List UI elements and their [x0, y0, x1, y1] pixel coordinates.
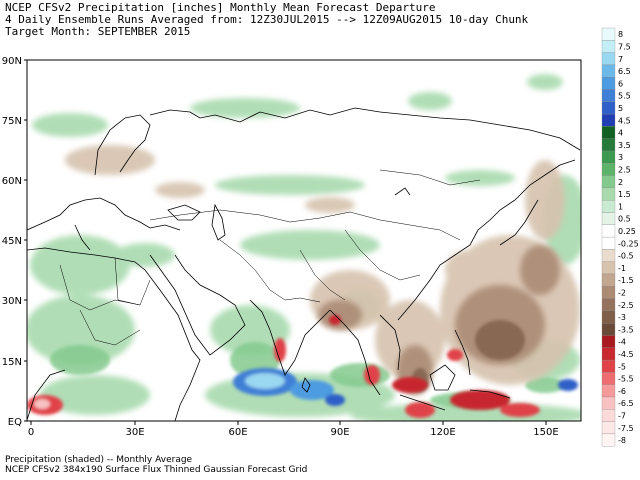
- colorbar-swatch: [601, 163, 616, 176]
- lat-label: 75N: [2, 116, 22, 127]
- colorbar-swatch: [601, 298, 616, 312]
- colorbar-swatch: [601, 150, 616, 164]
- colorbar-label: 3: [618, 153, 623, 162]
- colorbar-label: 2: [618, 178, 623, 187]
- colorbar-swatch: [601, 261, 616, 275]
- title-line-1: NCEP CFSv2 Precipitation [inches] Monthl…: [5, 1, 436, 14]
- longitude-axis: 0 30E 60E 90E 120E 150E: [28, 421, 559, 438]
- colorbar-swatch: [601, 126, 616, 139]
- lat-label: EQ: [8, 417, 22, 428]
- lat-label: 90N: [2, 56, 22, 67]
- colorbar-label: 5: [618, 104, 623, 113]
- colorbar-label: 2.5: [618, 166, 631, 175]
- colorbar-label: -6: [618, 387, 626, 396]
- country-borders: [59, 169, 481, 346]
- colorbar-label: -5.5: [618, 375, 634, 384]
- footer-line-2: NCEP CFSv2 384x190 Surface Flux Thinned …: [5, 465, 308, 475]
- colorbar-label: 6: [618, 79, 623, 88]
- colorbar-label: -6.5: [618, 399, 634, 408]
- colorbar-label: -4.5: [618, 350, 634, 359]
- colorbar-label: -0.5: [618, 252, 634, 261]
- colorbar-swatch: [601, 101, 616, 115]
- colorbar-label: -3: [618, 313, 626, 322]
- title-line-2: 4 Daily Ensemble Runs Averaged from: 12Z…: [5, 13, 529, 26]
- colorbar-swatch: [601, 138, 616, 152]
- latitude-axis: 90N 75N 60N 45N 30N 15N EQ: [2, 56, 27, 428]
- colorbar-swatch: [601, 421, 616, 435]
- colorbar-label: -7: [618, 412, 626, 421]
- colorbar-label: 1: [618, 202, 623, 211]
- colorbar-swatch: [601, 384, 616, 398]
- colorbar-swatch: [601, 200, 616, 213]
- colorbar-label: 5.5: [618, 92, 631, 101]
- colorbar-label: -2: [618, 289, 626, 298]
- colorbar-label: 3.5: [618, 141, 631, 150]
- colorbar-swatch: [601, 187, 616, 201]
- colorbar-swatch: [601, 64, 616, 78]
- colorbar-swatch: [601, 89, 616, 102]
- colorbar-swatch: [601, 224, 616, 238]
- colorbar-label: 7: [618, 55, 623, 64]
- lat-label: 15N: [2, 357, 22, 368]
- colorbar-label: 8: [618, 30, 623, 39]
- colorbar-label: 0.5: [618, 215, 631, 224]
- lon-label: 90E: [330, 427, 349, 438]
- colorbar-swatch: [601, 212, 616, 225]
- lon-label: 60E: [228, 427, 247, 438]
- lon-label: 30E: [125, 427, 144, 438]
- colorbar-label: -0.25: [618, 239, 639, 248]
- colorbar-label: -7.5: [618, 424, 634, 433]
- colorbar-label: 0.25: [618, 227, 636, 236]
- colorbar-swatch: [601, 113, 616, 127]
- colorbar-swatch: [601, 433, 616, 447]
- lon-label: 150E: [533, 427, 558, 438]
- colorbar-label: -4: [618, 338, 626, 347]
- colorbar-label: -1: [618, 264, 626, 273]
- title-line-3: Target Month: SEPTEMBER 2015: [5, 25, 191, 38]
- lat-label: 45N: [2, 236, 22, 247]
- colorbar-label: -3.5: [618, 325, 634, 334]
- footer-line-1: Precipitation (shaded) -- Monthly Averag…: [5, 455, 193, 465]
- lat-label: 30N: [2, 296, 22, 307]
- colorbar-swatch: [601, 335, 616, 348]
- colorbar-swatch: [601, 52, 616, 66]
- colorbar-swatch: [601, 27, 616, 41]
- colorbar-swatch: [601, 77, 616, 90]
- lon-label: 120E: [430, 427, 455, 438]
- colorbar-swatch: [601, 273, 616, 287]
- colorbar-swatch: [601, 396, 616, 410]
- colorbar-label: -1.5: [618, 276, 634, 285]
- colorbar-swatch: [601, 40, 616, 53]
- colorbar-swatch: [601, 286, 616, 299]
- colorbar-label: -8: [618, 436, 626, 445]
- colorbar-swatch: [601, 249, 616, 262]
- colorbar-swatch: [601, 372, 616, 385]
- colorbar-legend: 8 7.5 7 6.5 6 5.5 5 4.5 4 3.5 3 2.5 2 1.5 1 0.5 0.25 -0.2…: [601, 27, 639, 447]
- colorbar-label: -2.5: [618, 301, 634, 310]
- colorbar-swatch: [601, 175, 616, 189]
- precip-shading: [27, 74, 581, 421]
- colorbar-swatch: [601, 347, 616, 361]
- colorbar-label: 1.5: [618, 190, 631, 199]
- colorbar-swatch: [601, 359, 616, 373]
- lon-label: 0: [28, 427, 34, 438]
- colorbar-label: 4: [618, 129, 623, 138]
- colorbar-swatch: [601, 409, 616, 422]
- lat-label: 60N: [2, 176, 22, 187]
- colorbar-swatch: [601, 310, 616, 324]
- colorbar-label: 4.5: [618, 116, 631, 125]
- colorbar-swatch: [601, 323, 616, 336]
- colorbar-swatch: [601, 236, 616, 250]
- colorbar-label: 7.5: [618, 43, 631, 52]
- coastlines: [27, 107, 581, 421]
- colorbar-label: 6.5: [618, 67, 631, 76]
- colorbar-label: -5: [618, 362, 626, 371]
